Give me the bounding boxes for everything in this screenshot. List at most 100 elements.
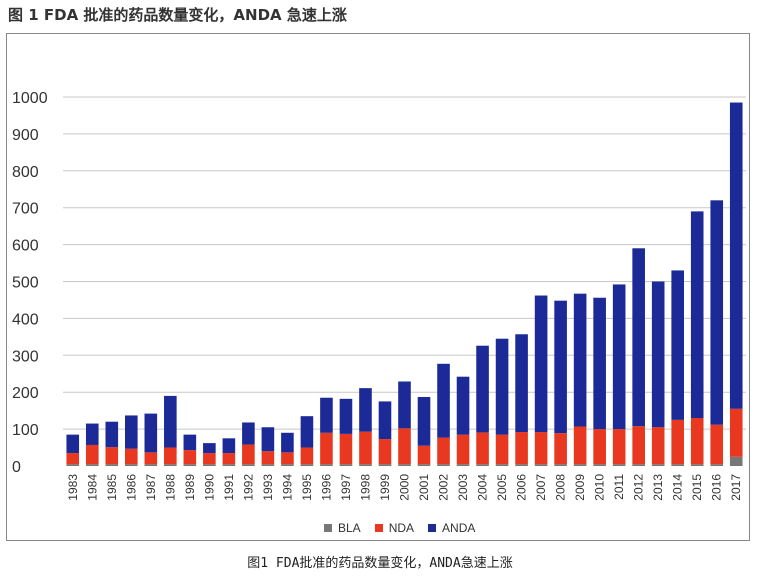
y-tick-label: 200 (12, 385, 39, 402)
legend-swatch-bla (324, 524, 332, 532)
chart-title: 图 1 FDA 批准的药品数量变化，ANDA 急速上涨 (8, 6, 347, 24)
y-tick-label: 500 (12, 275, 39, 292)
x-tick-label: 1993 (261, 474, 275, 501)
legend: BLA NDA ANDA (324, 520, 475, 536)
figure-caption: 图1 FDA批准的药品数量变化，ANDA急速上涨 (247, 556, 513, 571)
bar-anda-1997 (339, 398, 353, 434)
legend-label-nda: NDA (388, 521, 415, 535)
bar-anda-2009 (573, 293, 587, 427)
x-tick-label: 1990 (202, 474, 216, 501)
bar-bla-1984 (85, 464, 99, 466)
bar-bla-2011 (612, 464, 626, 466)
x-tick-label: 2004 (476, 474, 490, 501)
y-tick-label: 300 (12, 348, 39, 365)
bar-bla-1988 (164, 464, 177, 466)
bar-bla-1991 (222, 464, 236, 466)
bar-anda-2002 (437, 363, 450, 438)
bar-nda-2015 (690, 418, 704, 465)
x-tick-label: 1999 (378, 474, 392, 501)
y-tick-label: 100 (12, 422, 39, 439)
bar-nda-1988 (164, 447, 177, 465)
x-tick-label: 2011 (612, 474, 626, 500)
bar-nda-1992 (242, 444, 255, 465)
bar-bla-1983 (66, 464, 80, 466)
bar-nda-2006 (515, 432, 528, 465)
x-tick-label: 2015 (690, 474, 704, 501)
x-tick-label: 1995 (300, 474, 314, 501)
bar-bla-2000 (398, 464, 411, 466)
x-tick-label: 1986 (124, 474, 138, 501)
x-tick-label: 2008 (554, 474, 568, 501)
bar-nda-2004 (476, 432, 489, 465)
bar-nda-2016 (710, 424, 724, 465)
bar-anda-2000 (398, 381, 411, 429)
bar-nda-2003 (456, 434, 470, 465)
x-tick-label: 2006 (515, 474, 529, 501)
bar-anda-1992 (242, 422, 255, 445)
x-tick-label: 1992 (241, 474, 255, 501)
y-tick-label: 1000 (12, 90, 48, 107)
bar-bla-2007 (534, 464, 548, 466)
bar-bla-1990 (203, 464, 216, 466)
bar-bla-1995 (300, 464, 314, 466)
bar-nda-2010 (593, 429, 606, 465)
bar-anda-1999 (378, 401, 392, 440)
bar-nda-1997 (339, 433, 353, 465)
x-tick-label: 1985 (105, 474, 119, 501)
x-tick-label: 2000 (398, 474, 412, 501)
bar-anda-2013 (651, 281, 665, 428)
bar-bla-1986 (125, 464, 138, 466)
bar-anda-1985 (105, 421, 119, 448)
bar-bla-2010 (593, 464, 606, 466)
bar-anda-2004 (476, 345, 489, 433)
bar-nda-2001 (417, 445, 431, 465)
bar-nda-2005 (495, 434, 509, 465)
y-tick-label: 900 (12, 127, 39, 144)
bar-nda-1995 (300, 447, 314, 465)
bar-nda-2007 (534, 432, 548, 465)
bar-anda-1998 (359, 388, 372, 432)
bar-anda-1984 (85, 423, 99, 445)
bar-anda-1986 (125, 415, 138, 449)
y-tick-label: 600 (12, 238, 39, 255)
bar-nda-1984 (85, 444, 99, 465)
bar-anda-1983 (66, 434, 80, 454)
x-tick-label: 1987 (144, 474, 158, 501)
x-tick-label: 2010 (593, 474, 607, 501)
bar-anda-2012 (632, 248, 645, 427)
bar-anda-1989 (183, 434, 197, 451)
bar-anda-1995 (300, 416, 314, 448)
x-tick-label: 2012 (632, 474, 646, 501)
y-axis-ticks: 0 100 200 300 400 500 600 700 800 900 1000 (12, 90, 48, 476)
x-tick-label: 1988 (163, 474, 177, 501)
bars (66, 102, 743, 466)
bar-bla-2005 (495, 464, 509, 466)
x-tick-label: 1996 (319, 474, 333, 501)
legend-item-nda: NDA (374, 521, 415, 535)
bar-bla-2003 (456, 464, 470, 466)
bar-nda-1986 (125, 448, 138, 465)
legend-swatch-nda (374, 524, 383, 532)
bar-nda-2008 (554, 433, 567, 465)
bar-nda-1993 (261, 451, 275, 465)
bar-bla-1998 (359, 464, 372, 466)
x-tick-label: 1989 (183, 474, 197, 501)
bar-anda-2001 (417, 396, 431, 446)
y-tick-label: 700 (12, 201, 39, 218)
x-tick-label: 1998 (358, 474, 372, 501)
bar-nda-1990 (203, 453, 216, 465)
bar-anda-1991 (222, 438, 236, 454)
bar-bla-1997 (339, 464, 353, 466)
x-tick-label: 2005 (495, 474, 509, 501)
y-tick-label: 800 (12, 164, 39, 181)
bar-anda-2010 (593, 297, 606, 430)
bar-anda-1994 (281, 432, 294, 453)
x-tick-label: 2009 (573, 474, 587, 501)
bar-nda-1991 (222, 453, 236, 465)
bar-anda-2011 (612, 284, 626, 430)
bar-anda-1988 (164, 395, 177, 448)
bar-bla-2001 (417, 464, 431, 466)
bar-bla-1987 (144, 464, 158, 466)
bar-bla-2016 (710, 464, 724, 466)
